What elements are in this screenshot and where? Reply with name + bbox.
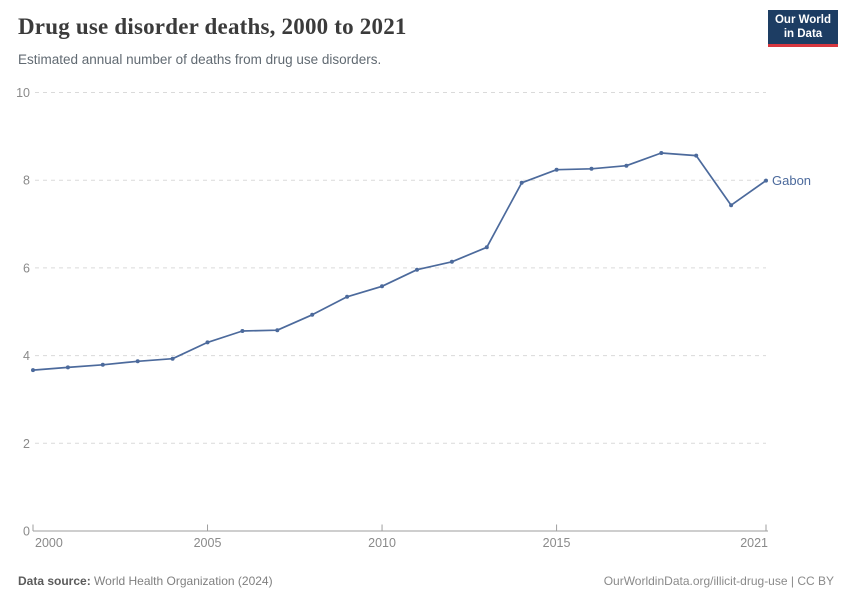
data-point-2007[interactable] bbox=[275, 328, 280, 333]
owid-logo[interactable]: Our World in Data bbox=[768, 10, 838, 47]
gabon-line[interactable] bbox=[32, 152, 767, 371]
data-point-2011[interactable] bbox=[415, 267, 419, 272]
data-point-2001[interactable] bbox=[65, 365, 70, 370]
data-point-2002[interactable] bbox=[100, 362, 105, 367]
x-axis-tick-label: 2021 bbox=[740, 536, 768, 550]
y-axis-tick-label: 6 bbox=[23, 261, 30, 275]
data-source-value: World Health Organization (2024) bbox=[94, 574, 273, 588]
y-axis-tick-label: 2 bbox=[23, 437, 30, 451]
data-point-2015[interactable] bbox=[554, 167, 559, 172]
data-point-2013[interactable] bbox=[484, 245, 489, 250]
data-point-2016[interactable] bbox=[589, 166, 594, 171]
y-axis-tick-label: 8 bbox=[23, 174, 30, 188]
data-point-2017[interactable] bbox=[624, 163, 629, 168]
data-point-2020[interactable] bbox=[729, 203, 734, 208]
data-point-2010[interactable] bbox=[380, 284, 384, 289]
data-point-2021[interactable] bbox=[764, 178, 768, 183]
data-point-2019[interactable] bbox=[694, 153, 699, 158]
x-axis-tick-label: 2005 bbox=[194, 536, 222, 550]
series-end-label[interactable]: Gabon bbox=[772, 173, 811, 188]
data-point-2000[interactable] bbox=[31, 368, 35, 373]
data-point-2012[interactable] bbox=[449, 259, 454, 264]
y-axis-tick-label: 10 bbox=[16, 86, 30, 100]
x-axis-tick-label: 2000 bbox=[35, 536, 63, 550]
owid-logo-line2: in Data bbox=[783, 28, 823, 40]
data-point-2008[interactable] bbox=[310, 312, 315, 317]
data-point-2004[interactable] bbox=[170, 356, 175, 361]
chart-footer: Data source: World Health Organization (… bbox=[0, 574, 850, 588]
y-axis-tick-label: 4 bbox=[23, 349, 30, 363]
chart-subtitle: Estimated annual number of deaths from d… bbox=[18, 52, 382, 67]
data-point-2006[interactable] bbox=[240, 329, 245, 333]
data-source-label: Data source: bbox=[18, 574, 91, 588]
x-axis-tick-label: 2015 bbox=[543, 536, 571, 550]
credit-link[interactable]: OurWorldinData.org/illicit-drug-use | CC… bbox=[603, 574, 834, 588]
data-source-note: Data source: World Health Organization (… bbox=[18, 574, 273, 588]
chart-header: Drug use disorder deaths, 2000 to 2021 E… bbox=[0, 0, 850, 80]
data-point-2014[interactable] bbox=[519, 180, 524, 185]
x-axis-tick-label: 2010 bbox=[368, 536, 396, 550]
chart-title: Drug use disorder deaths, 2000 to 2021 bbox=[18, 14, 407, 39]
data-point-2009[interactable] bbox=[345, 294, 350, 299]
data-point-2003[interactable] bbox=[135, 359, 140, 364]
data-point-2018[interactable] bbox=[659, 151, 664, 155]
owid-logo-line1: Our World bbox=[774, 14, 831, 26]
data-point-2005[interactable] bbox=[205, 340, 210, 345]
y-axis-tick-label: 0 bbox=[23, 525, 30, 539]
